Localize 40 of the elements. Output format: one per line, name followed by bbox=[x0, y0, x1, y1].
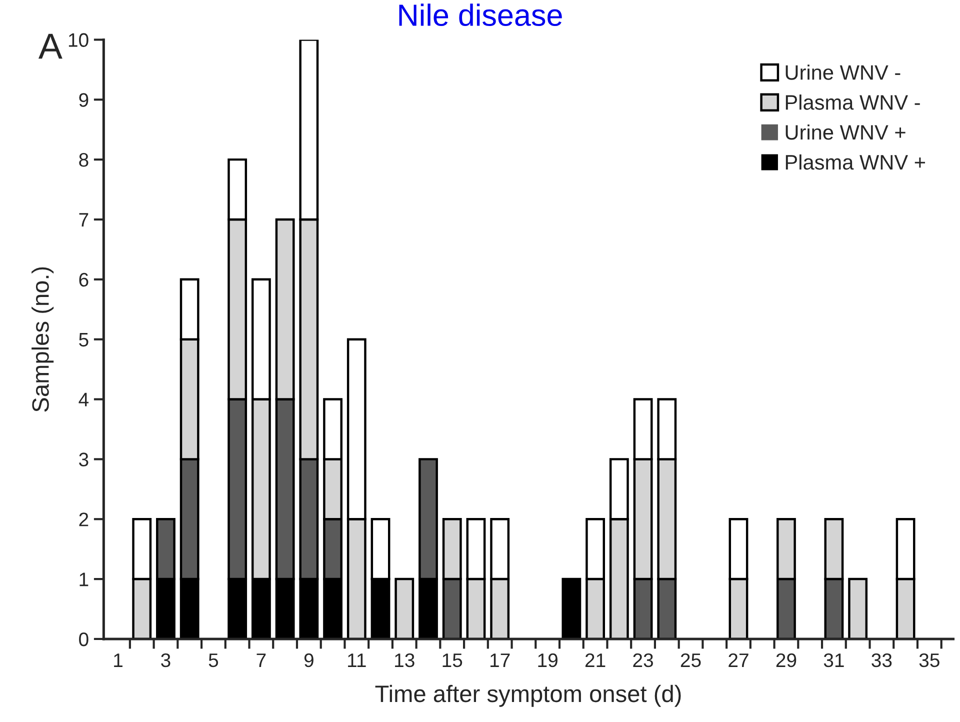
x-tick-label: 1 bbox=[114, 654, 122, 667]
y-tick-label: 8 bbox=[79, 153, 88, 167]
x-tick-label: 21 bbox=[585, 653, 606, 667]
x-tick-label: 29 bbox=[776, 653, 796, 668]
legend-label: Plasma WNV - bbox=[786, 94, 920, 110]
y-tick-label: 6 bbox=[79, 272, 88, 287]
x-tick-label: 35 bbox=[919, 653, 940, 668]
x-tick-label: 3 bbox=[161, 653, 170, 668]
y-tick-label: 4 bbox=[78, 392, 89, 406]
legend-label: Plasma WNV + bbox=[786, 154, 926, 170]
x-tick-label: 15 bbox=[442, 654, 462, 668]
x-tick-label: 27 bbox=[728, 653, 748, 667]
y-tick-label: 0 bbox=[79, 632, 88, 646]
x-tick-label: 19 bbox=[538, 653, 558, 668]
x-tick-label: 25 bbox=[680, 653, 701, 668]
x-tick-label: 11 bbox=[348, 654, 366, 667]
x-tick-label: 31 bbox=[824, 653, 844, 668]
y-tick-label: 1 bbox=[80, 572, 88, 586]
x-tick-label: 33 bbox=[872, 653, 892, 668]
y-tick-label: 5 bbox=[79, 333, 88, 347]
text: A bbox=[38, 34, 62, 59]
x-axis-title: Time after symptom onset (d) bbox=[375, 684, 681, 707]
legend-label: Urine WNV - bbox=[786, 64, 900, 80]
x-tick-label: 5 bbox=[208, 654, 218, 668]
y-tick-label: 10 bbox=[68, 33, 88, 47]
y-tick-label: 9 bbox=[79, 93, 88, 107]
y-tick-label: 2 bbox=[79, 512, 88, 526]
x-tick-label: 7 bbox=[256, 654, 266, 667]
bar bbox=[562, 578, 582, 639]
x-tick-label: 9 bbox=[304, 653, 314, 668]
x-tick-label: 23 bbox=[633, 653, 653, 668]
y-tick-label: 7 bbox=[79, 213, 88, 227]
y-tick-label: 3 bbox=[79, 452, 88, 466]
chart-title: Nile disease bbox=[399, 4, 562, 26]
bar bbox=[848, 578, 868, 639]
y-axis-title: Samples (no.) bbox=[32, 267, 54, 412]
x-tick-label: 17 bbox=[490, 654, 510, 667]
x-tick-label: 13 bbox=[395, 653, 414, 668]
legend-label: Urine WNV + bbox=[786, 124, 906, 140]
bar bbox=[394, 578, 414, 639]
